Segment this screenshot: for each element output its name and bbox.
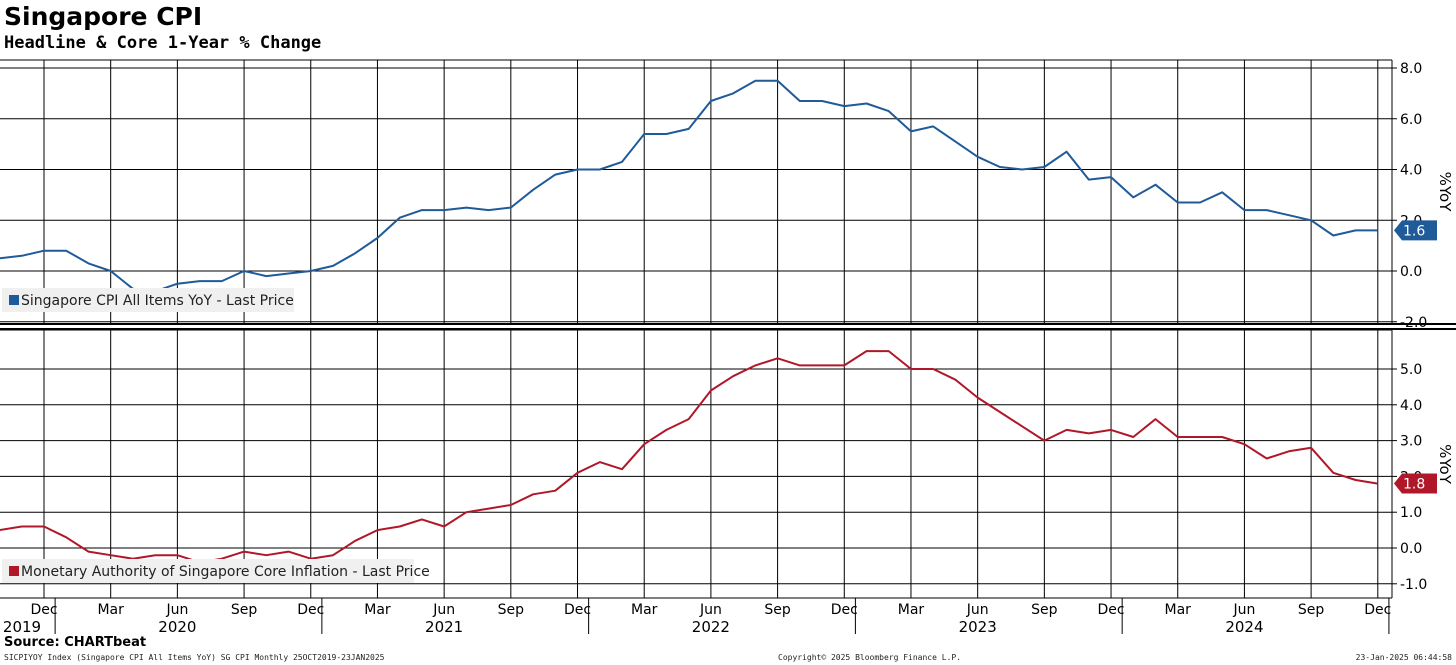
panel-2-ytick-label: 0.0 xyxy=(1400,541,1422,557)
source-label: Source: CHARTbeat xyxy=(4,635,147,650)
panel-1-ytick-label: -2.0 xyxy=(1400,315,1427,331)
x-month-label: Dec xyxy=(831,602,858,618)
x-month-label: Sep xyxy=(498,602,525,618)
x-year-label: 2021 xyxy=(425,618,463,636)
x-year-label: 2019 xyxy=(3,618,41,636)
panel-2-legend-label: Monetary Authority of Singapore Core Inf… xyxy=(21,564,430,580)
x-month-label: Jun xyxy=(966,602,989,618)
x-year-label: 2023 xyxy=(959,618,997,636)
panel-2-ytick-label: 5.0 xyxy=(1400,362,1422,378)
x-month-label: Sep xyxy=(1031,602,1058,618)
panel-1-ytick-label: 0.0 xyxy=(1400,264,1422,280)
x-month-label: Jun xyxy=(1232,602,1255,618)
panel-2-last-value-tag xyxy=(1394,473,1437,494)
x-month-label: Dec xyxy=(30,602,57,618)
panel-1-ytick-label: 4.0 xyxy=(1400,163,1422,179)
x-month-label: Mar xyxy=(631,602,658,618)
panel-2-ytick-label: -1.0 xyxy=(1400,577,1427,593)
x-year-label: 2024 xyxy=(1225,618,1263,636)
x-month-label: Dec xyxy=(564,602,591,618)
x-month-label: Dec xyxy=(1364,602,1391,618)
x-month-label: Mar xyxy=(1165,602,1192,618)
x-year-label: 2020 xyxy=(158,618,196,636)
panel-2-last-value-label: 1.8 xyxy=(1403,477,1425,493)
x-month-label: Dec xyxy=(1097,602,1124,618)
panel-1-legend-label: Singapore CPI All Items YoY - Last Price xyxy=(21,293,294,309)
panel-2-legend-swatch xyxy=(9,566,19,576)
panel-2-ytick-label: 4.0 xyxy=(1400,398,1422,414)
x-month-label: Sep xyxy=(231,602,258,618)
x-month-label: Sep xyxy=(1298,602,1325,618)
panel-1-ytick-label: 8.0 xyxy=(1400,61,1422,77)
x-month-label: Mar xyxy=(97,602,124,618)
footer-ticker-info: SICPIYOY Index (Singapore CPI All Items … xyxy=(4,653,385,662)
x-month-label: Sep xyxy=(764,602,791,618)
x-year-label: 2022 xyxy=(692,618,730,636)
panel-1-legend-swatch xyxy=(9,295,19,305)
panel-2-ytick-label: 3.0 xyxy=(1400,434,1422,450)
x-month-label: Dec xyxy=(297,602,324,618)
chart-title: Singapore CPI xyxy=(4,2,203,31)
panel-1-last-value-label: 1.6 xyxy=(1403,223,1425,239)
panel-2-yaxis-label: %YoY xyxy=(1436,444,1454,485)
panel-1-legend-box xyxy=(2,288,294,312)
panel-1-ytick-label: 6.0 xyxy=(1400,112,1422,128)
footer-copyright: Copyright© 2025 Bloomberg Finance L.P. xyxy=(778,653,962,662)
footer-timestamp: 23-Jan-2025 06:44:58 xyxy=(1355,653,1452,662)
panel-1-series-line xyxy=(0,79,1378,293)
panel-2-ytick-label: 1.0 xyxy=(1400,505,1422,521)
x-month-label: Jun xyxy=(432,602,455,618)
x-month-label: Jun xyxy=(699,602,722,618)
panel-1-yaxis-label: %YoY xyxy=(1436,172,1454,213)
x-month-label: Jun xyxy=(165,602,188,618)
panel-2-series-line xyxy=(0,350,1378,564)
chart-subtitle: Headline & Core 1-Year % Change xyxy=(4,33,322,53)
x-month-label: Mar xyxy=(898,602,925,618)
x-month-label: Mar xyxy=(364,602,391,618)
panel-1-last-value-tag xyxy=(1394,220,1437,241)
panel-2-legend-box xyxy=(2,559,414,583)
